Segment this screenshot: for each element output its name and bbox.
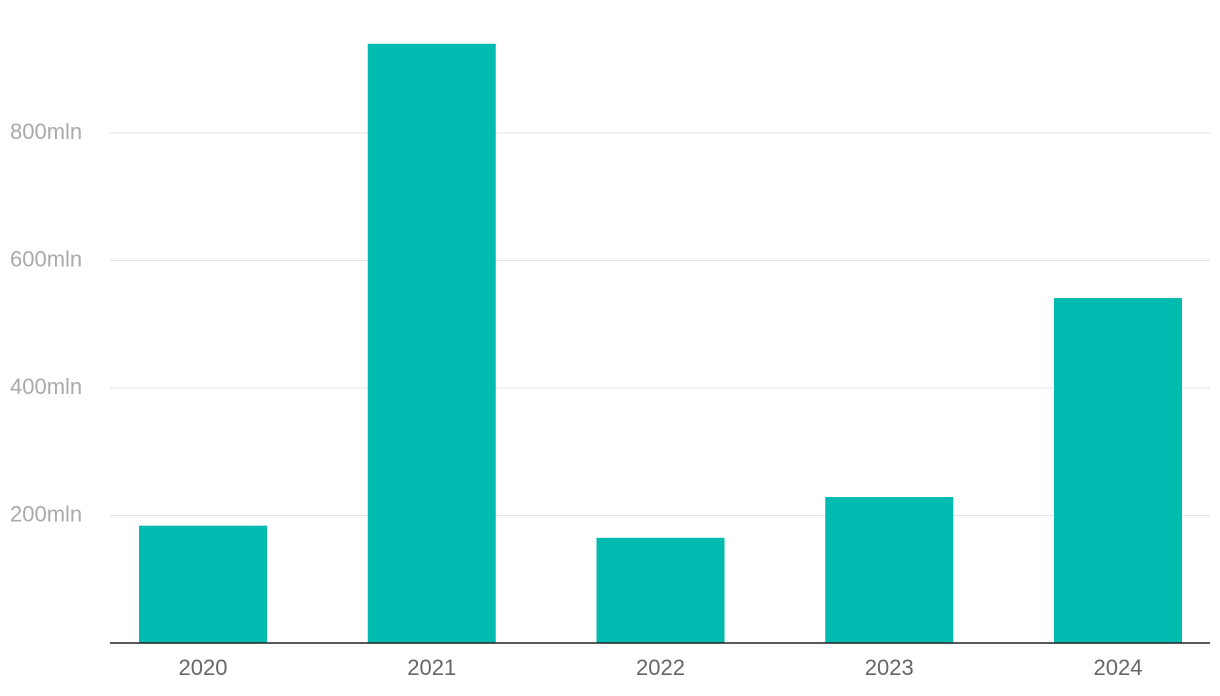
x-tick-label: 2020 — [179, 655, 228, 680]
bar — [139, 525, 267, 643]
bar — [367, 43, 496, 643]
y-tick-label: 600mln — [10, 246, 82, 271]
y-tick-label: 800mln — [10, 119, 82, 144]
x-tick-label: 2024 — [1094, 655, 1143, 680]
x-tick-label: 2022 — [636, 655, 685, 680]
y-tick-label: 200mln — [10, 501, 82, 526]
bar — [1054, 298, 1182, 643]
bar — [825, 497, 954, 643]
bar — [596, 537, 725, 643]
x-tick-label: 2023 — [865, 655, 914, 680]
x-tick-label: 2021 — [407, 655, 456, 680]
y-tick-label: 400mln — [10, 374, 82, 399]
